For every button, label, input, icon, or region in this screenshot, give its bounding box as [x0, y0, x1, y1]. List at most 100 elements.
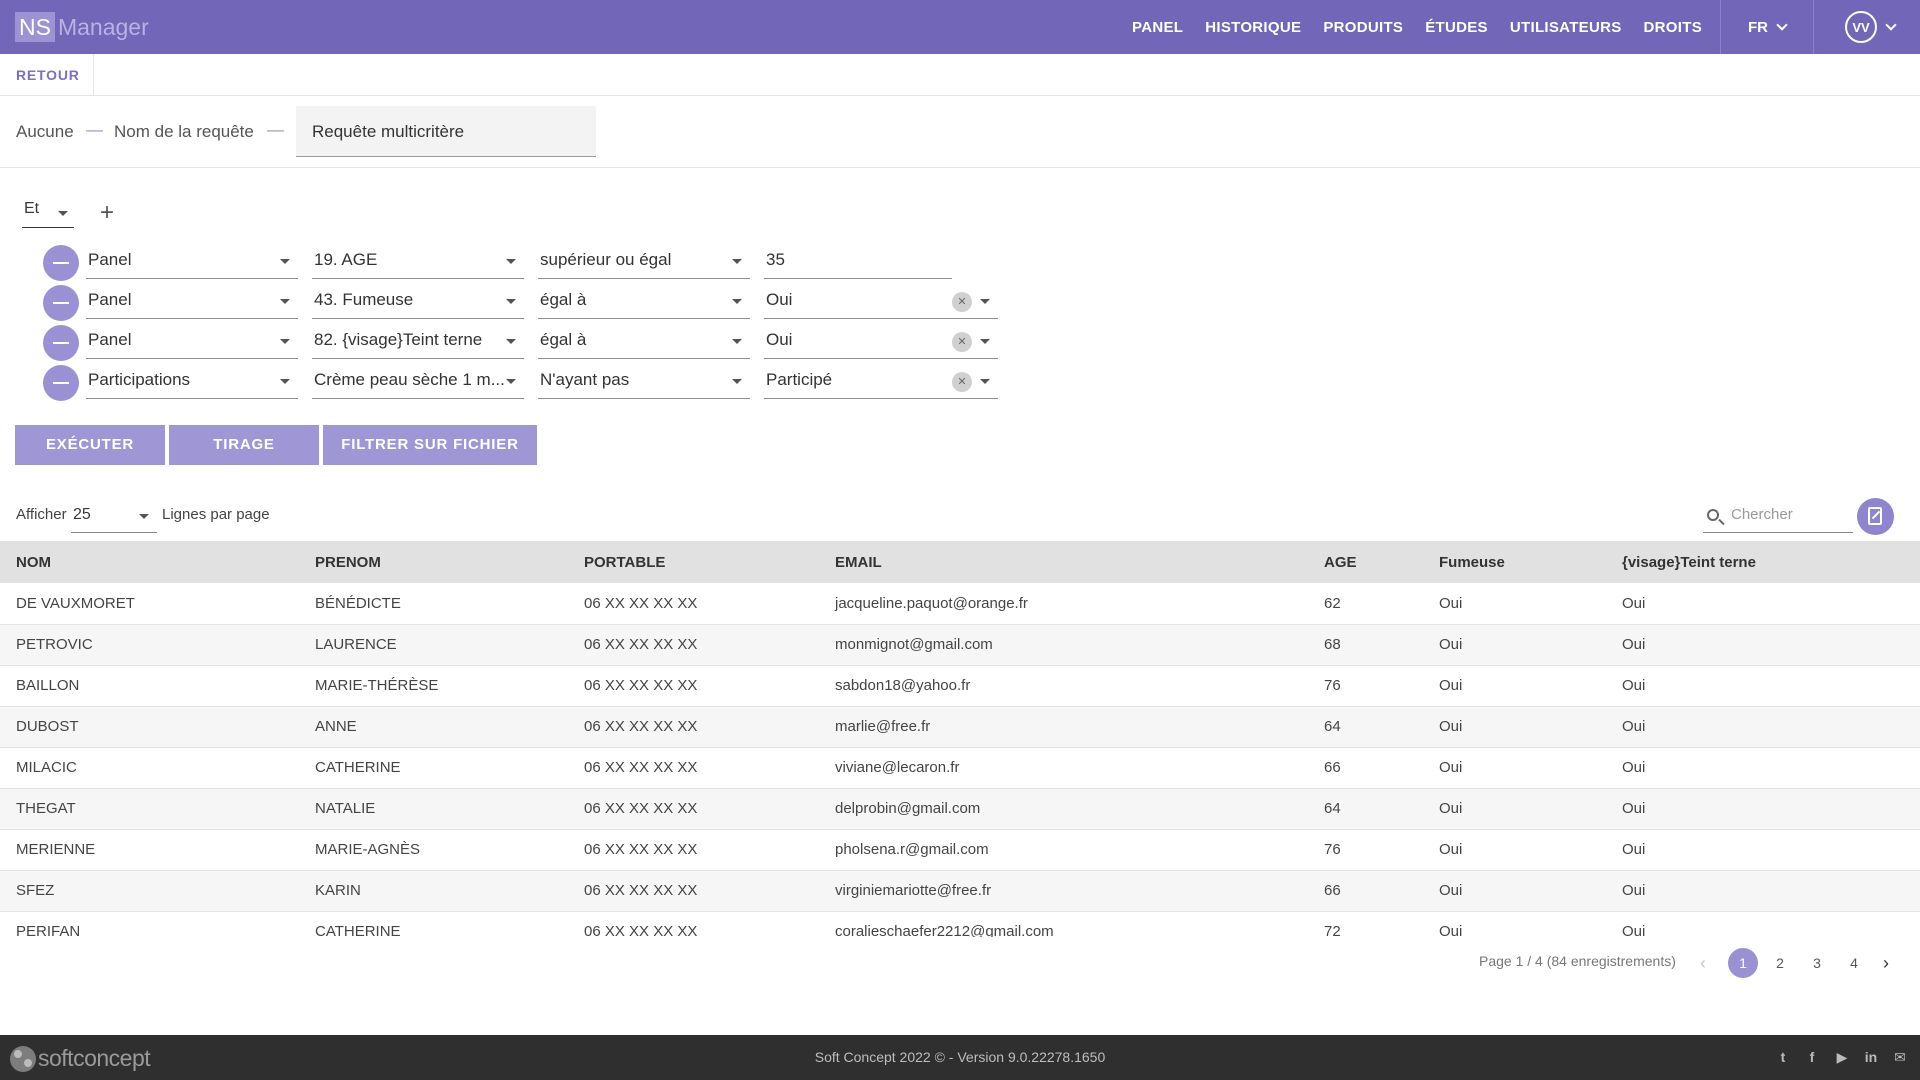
app-logo[interactable]: NS Manager — [15, 12, 149, 42]
table-row[interactable]: PETROVIC LAURENCE 06 XX XX XX XX monmignot@… — [0, 624, 1920, 666]
page-size-select[interactable]: 25 — [71, 503, 157, 533]
search-input[interactable] — [1731, 506, 1849, 523]
value-input[interactable]: 35 — [764, 243, 952, 279]
filter-on-file-button[interactable]: FILTRER SUR FICHIER — [323, 425, 537, 465]
cell-portable: 06 XX XX XX XX — [568, 870, 819, 912]
table-row[interactable]: DE VAUXMORET BÉNÉDICTE 06 XX XX XX XX jacqu… — [0, 583, 1920, 625]
nav-etudes[interactable]: ÉTUDES — [1425, 18, 1488, 36]
source-select[interactable]: Panel — [86, 243, 298, 279]
table-row[interactable]: SFEZ KARIN 06 XX XX XX XX virginiemariotte@… — [0, 870, 1920, 912]
column-header-email[interactable]: EMAIL — [835, 553, 882, 571]
query-crumb-none[interactable]: Aucune — [16, 122, 74, 141]
field-select[interactable]: 19. AGE — [312, 243, 524, 279]
table-row[interactable]: MERIENNE MARIE-AGNÈS 06 XX XX XX XX pholsen… — [0, 829, 1920, 871]
source-select[interactable]: Participations — [86, 363, 298, 399]
comparator-select[interactable]: égal à — [538, 323, 750, 359]
remove-criterion-button[interactable] — [43, 285, 79, 321]
table-row[interactable]: MILACIC CATHERINE 06 XX XX XX XX viviane@le… — [0, 747, 1920, 789]
nav-produits[interactable]: PRODUITS — [1323, 18, 1404, 36]
cell-email: viviane@lecaron.fr — [819, 747, 1308, 789]
table-row[interactable]: THEGAT NATALIE 06 XX XX XX XX delprobin@gma… — [0, 788, 1920, 830]
comparator-select[interactable]: égal à — [538, 283, 750, 319]
value-select[interactable]: Oui ✕ — [764, 283, 998, 319]
table-row[interactable]: DUBOST ANNE 06 XX XX XX XX marlie@free.fr 64… — [0, 706, 1920, 748]
cell-prenom: LAURENCE — [299, 624, 568, 666]
logic-operator-select[interactable]: Et — [22, 200, 74, 228]
source-select[interactable]: Panel — [86, 323, 298, 359]
clear-icon[interactable]: ✕ — [952, 292, 972, 312]
cell-teint-terne: Oui — [1606, 665, 1920, 707]
column-header-portable[interactable]: PORTABLE — [584, 553, 666, 571]
page-button-2[interactable]: 2 — [1776, 955, 1784, 971]
page-button-1[interactable]: 1 — [1728, 948, 1758, 978]
cell-nom: MILACIC — [0, 747, 299, 789]
source-value: Panel — [88, 330, 132, 349]
remove-criterion-button[interactable] — [43, 325, 79, 361]
logo-mark: NS — [15, 12, 55, 42]
query-crumb-name[interactable]: Nom de la requête — [114, 122, 254, 141]
criterion-row: Participations Crème peau sèche 1 m... N… — [0, 363, 1000, 401]
remove-criterion-button[interactable] — [43, 245, 79, 281]
dash-separator: — — [86, 120, 103, 139]
field-value: 43. Fumeuse — [314, 290, 414, 309]
cell-fumeuse: Oui — [1423, 829, 1606, 871]
sub-toolbar: RETOUR — [0, 54, 1920, 96]
clear-icon[interactable]: ✕ — [952, 372, 972, 392]
field-select[interactable]: 43. Fumeuse — [312, 283, 524, 319]
page-button-4[interactable]: 4 — [1850, 955, 1858, 971]
value-select[interactable]: Participé ✕ — [764, 363, 998, 399]
linkedin-icon[interactable]: in — [1864, 1049, 1878, 1065]
remove-criterion-button[interactable] — [43, 365, 79, 401]
execute-button[interactable]: EXÉCUTER — [15, 425, 165, 465]
column-header-fumeuse[interactable]: Fumeuse — [1439, 553, 1505, 571]
comparator-value: égal à — [540, 290, 587, 309]
page-button-3[interactable]: 3 — [1813, 955, 1821, 971]
export-icon — [1868, 507, 1882, 525]
back-button[interactable]: RETOUR — [16, 67, 80, 83]
draw-button[interactable]: TIRAGE — [169, 425, 319, 465]
header-divider — [1813, 0, 1814, 54]
table-row[interactable]: BAILLON MARIE-THÉRÈSE 06 XX XX XX XX sabdon… — [0, 665, 1920, 707]
export-button[interactable] — [1857, 498, 1894, 535]
footer-logo[interactable]: softconcept — [10, 1045, 151, 1072]
chevron-right-icon[interactable]: › — [1883, 953, 1889, 973]
cell-teint-terne: Oui — [1606, 747, 1920, 789]
comparator-select[interactable]: N'ayant pas — [538, 363, 750, 399]
facebook-icon[interactable]: f — [1809, 1049, 1815, 1065]
mail-icon[interactable]: ✉ — [1894, 1049, 1906, 1065]
cell-prenom: CATHERINE — [299, 747, 568, 789]
cell-nom: MERIENNE — [0, 829, 299, 871]
add-criterion-icon[interactable]: + — [100, 199, 115, 226]
source-select[interactable]: Panel — [86, 283, 298, 319]
cell-fumeuse: Oui — [1423, 747, 1606, 789]
column-header-prenom[interactable]: PRENOM — [315, 553, 381, 571]
cell-age: 72 — [1308, 911, 1423, 937]
nav-historique[interactable]: HISTORIQUE — [1205, 18, 1302, 36]
caret-down-icon — [280, 299, 290, 304]
language-selector[interactable]: FR — [1748, 0, 1788, 54]
caret-down-icon — [732, 259, 742, 264]
nav-panel[interactable]: PANEL — [1132, 18, 1184, 36]
query-name-input[interactable]: Requête multicritère — [296, 106, 596, 157]
nav-droits[interactable]: DROITS — [1643, 18, 1702, 36]
twitter-icon[interactable]: t — [1780, 1049, 1786, 1065]
comparator-select[interactable]: supérieur ou égal — [538, 243, 750, 279]
field-select[interactable]: 82. {visage}Teint terne — [312, 323, 524, 359]
youtube-icon[interactable]: ▶ — [1836, 1049, 1848, 1065]
search-icon — [1707, 509, 1719, 521]
value-select[interactable]: Oui ✕ — [764, 323, 998, 359]
caret-down-icon — [506, 339, 516, 344]
column-header-nom[interactable]: NOM — [16, 553, 51, 571]
nav-utilisateurs[interactable]: UTILISATEURS — [1509, 18, 1622, 36]
chevron-left-icon[interactable]: ‹ — [1700, 953, 1706, 973]
table-row[interactable]: PERIFAN CATHERINE 06 XX XX XX XX coraliesch… — [0, 911, 1920, 937]
value-text: 35 — [766, 250, 785, 269]
comparator-value: N'ayant pas — [540, 370, 630, 389]
cell-age: 62 — [1308, 583, 1423, 625]
clear-icon[interactable]: ✕ — [952, 332, 972, 352]
cell-fumeuse: Oui — [1423, 665, 1606, 707]
user-menu[interactable]: VV — [1845, 11, 1897, 43]
column-header-teint-terne[interactable]: {visage}Teint terne — [1622, 553, 1756, 571]
field-select[interactable]: Crème peau sèche 1 m... — [312, 363, 524, 399]
column-header-age[interactable]: AGE — [1324, 553, 1357, 571]
